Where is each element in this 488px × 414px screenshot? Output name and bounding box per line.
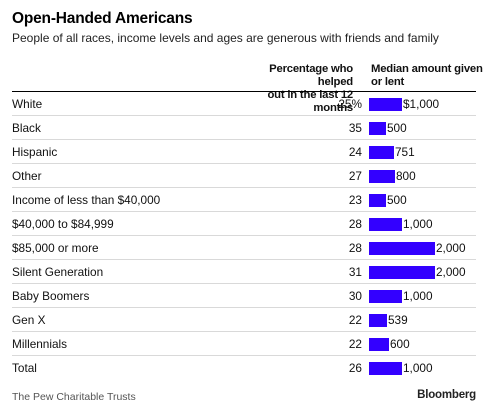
median-amount-label: 1,000 [403,289,433,303]
table-row: $85,000 or more 28 2,000 [12,236,476,260]
table-row: Hispanic 24 751 [12,140,476,164]
table-row: White 25% $1,000 [12,92,476,116]
row-label: Baby Boomers [12,289,90,303]
median-header-line-1: Median amount given [371,63,483,75]
row-label: Hispanic [12,145,58,159]
percentage-header-line-1: Percentage who helped [269,63,353,88]
bloomberg-logo: Bloomberg [417,389,476,401]
median-amount-bar [369,314,387,327]
median-amount-bar [369,362,402,375]
table-row: Gen X 22 539 [12,308,476,332]
table-row: $40,000 to $84,999 28 1,000 [12,212,476,236]
row-label: Other [12,169,42,183]
source-note: The Pew Charitable Trusts [12,391,136,403]
median-amount-label: 1,000 [403,361,433,375]
row-separator [12,283,476,284]
median-column-header: Median amount given or lent [371,63,483,89]
row-label: Income of less than $40,000 [12,193,161,207]
percentage-value: 30 [348,289,362,303]
percentage-value: 26 [348,361,362,375]
percentage-value: 28 [348,217,362,231]
row-label: Gen X [12,313,46,327]
median-amount-bar [369,290,402,303]
row-separator [12,307,476,308]
row-label: Black [12,121,41,135]
row-separator [12,211,476,212]
table-row: Silent Generation 31 2,000 [12,260,476,284]
row-separator [12,115,476,116]
percentage-value: 25% [338,97,362,111]
table-row: Total 26 1,000 [12,356,476,380]
percentage-value: 31 [348,265,362,279]
percentage-value: 28 [348,241,362,255]
median-amount-bar [369,266,435,279]
row-separator [12,259,476,260]
table-row: Black 35 500 [12,116,476,140]
percentage-value: 35 [348,121,362,135]
row-separator [12,187,476,188]
median-amount-label: $1,000 [403,97,440,111]
median-amount-label: 500 [387,193,407,207]
row-separator [12,163,476,164]
median-amount-label: 1,000 [403,217,433,231]
median-amount-bar [369,218,402,231]
percentage-header-line-2: out in the last 12 months [267,89,353,114]
row-label: Total [12,361,37,375]
median-header-line-2: or lent [371,76,405,88]
row-separator [12,235,476,236]
percentage-value: 23 [348,193,362,207]
median-amount-label: 2,000 [436,241,466,255]
table-row: Millennials 22 600 [12,332,476,356]
median-amount-label: 500 [387,121,407,135]
chart-title: Open-Handed Americans [12,10,193,27]
median-amount-bar [369,242,435,255]
row-label: $40,000 to $84,999 [12,217,114,231]
header-rule [12,91,476,92]
median-amount-bar [369,170,395,183]
row-separator [12,355,476,356]
percentage-value: 22 [348,337,362,351]
median-amount-bar [369,194,386,207]
percentage-column-header: Percentage who helped out in the last 12… [238,63,353,115]
row-label: Silent Generation [12,265,104,279]
median-amount-bar [369,146,394,159]
row-separator [12,139,476,140]
row-separator [12,331,476,332]
median-amount-label: 600 [390,337,410,351]
median-amount-bar [369,338,389,351]
row-label: $85,000 or more [12,241,99,255]
median-amount-bar [369,122,386,135]
row-label: Millennials [12,337,68,351]
table-row: Income of less than $40,000 23 500 [12,188,476,212]
median-amount-label: 751 [395,145,415,159]
table-row: Other 27 800 [12,164,476,188]
median-amount-label: 2,000 [436,265,466,279]
chart-subtitle: People of all races, income levels and a… [12,31,439,45]
median-amount-label: 800 [396,169,416,183]
percentage-value: 27 [348,169,362,183]
median-amount-bar [369,98,402,111]
percentage-value: 24 [348,145,362,159]
median-amount-label: 539 [388,313,408,327]
row-label: White [12,97,43,111]
table-row: Baby Boomers 30 1,000 [12,284,476,308]
percentage-value: 22 [348,313,362,327]
